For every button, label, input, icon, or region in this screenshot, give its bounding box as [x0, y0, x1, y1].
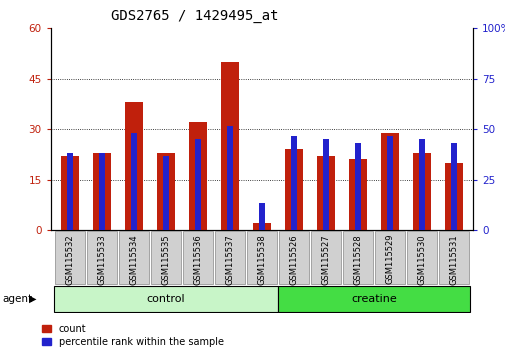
Bar [189, 122, 206, 230]
Bar [61, 156, 78, 230]
FancyBboxPatch shape [151, 231, 180, 284]
Text: ▶: ▶ [29, 294, 37, 304]
Text: GSM115527: GSM115527 [321, 234, 330, 285]
Bar [252, 223, 270, 230]
Text: GSM115528: GSM115528 [352, 234, 362, 285]
Text: control: control [146, 294, 185, 304]
Bar [93, 153, 111, 230]
Bar [348, 160, 366, 230]
Bar [259, 203, 264, 230]
FancyBboxPatch shape [119, 231, 148, 284]
Bar [163, 156, 168, 230]
Text: GSM115532: GSM115532 [65, 234, 74, 285]
Bar [355, 143, 360, 230]
Bar [450, 143, 456, 230]
Text: GSM115530: GSM115530 [417, 234, 426, 285]
Text: GSM115526: GSM115526 [289, 234, 298, 285]
Text: GSM115533: GSM115533 [97, 234, 106, 285]
Bar [284, 149, 302, 230]
FancyBboxPatch shape [438, 231, 468, 284]
Bar [412, 153, 430, 230]
Bar [125, 102, 142, 230]
FancyBboxPatch shape [407, 231, 436, 284]
Text: GSM115534: GSM115534 [129, 234, 138, 285]
Bar [194, 139, 200, 230]
Text: GDS2765 / 1429495_at: GDS2765 / 1429495_at [111, 9, 278, 23]
Legend: count, percentile rank within the sample: count, percentile rank within the sample [40, 322, 225, 349]
FancyBboxPatch shape [87, 231, 116, 284]
FancyBboxPatch shape [54, 286, 277, 312]
FancyBboxPatch shape [342, 231, 372, 284]
FancyBboxPatch shape [183, 231, 212, 284]
Text: creatine: creatine [350, 294, 396, 304]
FancyBboxPatch shape [279, 231, 308, 284]
Text: agent: agent [3, 294, 33, 304]
FancyBboxPatch shape [215, 231, 244, 284]
Text: GSM115536: GSM115536 [193, 234, 202, 285]
Bar [131, 133, 136, 230]
FancyBboxPatch shape [374, 231, 404, 284]
Bar [317, 156, 334, 230]
Bar [322, 139, 328, 230]
Bar [157, 153, 174, 230]
Bar [99, 153, 105, 230]
Bar [227, 126, 232, 230]
Bar [418, 139, 424, 230]
Bar [221, 62, 238, 230]
Text: GSM115538: GSM115538 [257, 234, 266, 285]
FancyBboxPatch shape [246, 231, 276, 284]
Bar [67, 153, 73, 230]
Text: GSM115531: GSM115531 [448, 234, 458, 285]
Bar [386, 136, 392, 230]
Text: GSM115529: GSM115529 [385, 234, 393, 285]
Bar [380, 133, 398, 230]
FancyBboxPatch shape [277, 286, 469, 312]
FancyBboxPatch shape [311, 231, 340, 284]
FancyBboxPatch shape [55, 231, 84, 284]
Bar [290, 136, 296, 230]
Text: GSM115537: GSM115537 [225, 234, 234, 285]
Text: GSM115535: GSM115535 [161, 234, 170, 285]
Bar [444, 163, 462, 230]
